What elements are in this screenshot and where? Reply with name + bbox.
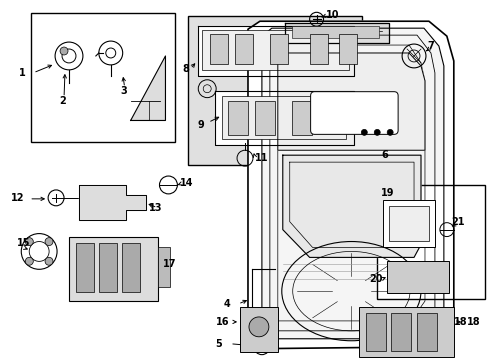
- Bar: [390, 313, 410, 351]
- Bar: [188, 16, 362, 165]
- Circle shape: [386, 129, 392, 135]
- Bar: [202, 30, 349, 70]
- Bar: [235, 34, 252, 64]
- Polygon shape: [277, 53, 424, 150]
- Text: 11: 11: [254, 153, 268, 163]
- Bar: [339, 34, 357, 64]
- Circle shape: [373, 129, 380, 135]
- Bar: [359, 66, 413, 145]
- Text: 16: 16: [216, 317, 229, 327]
- Bar: [254, 100, 274, 135]
- Text: 18: 18: [456, 317, 479, 327]
- Text: 10: 10: [325, 10, 338, 20]
- Polygon shape: [79, 185, 145, 220]
- Bar: [31, 13, 175, 142]
- Circle shape: [25, 257, 33, 265]
- Circle shape: [45, 257, 53, 265]
- Bar: [122, 243, 139, 292]
- Text: 21: 21: [450, 217, 464, 227]
- Circle shape: [60, 47, 68, 55]
- Polygon shape: [198, 26, 354, 76]
- Text: 18: 18: [453, 317, 467, 327]
- Text: 17: 17: [162, 259, 176, 269]
- Text: 7: 7: [426, 41, 433, 51]
- Bar: [158, 247, 170, 287]
- Text: 20: 20: [368, 274, 382, 284]
- Bar: [383, 200, 434, 247]
- Bar: [69, 237, 158, 301]
- Bar: [291, 26, 379, 38]
- Circle shape: [361, 129, 366, 135]
- Text: 5: 5: [215, 339, 222, 349]
- Circle shape: [25, 238, 33, 246]
- Bar: [210, 34, 227, 64]
- Circle shape: [248, 317, 268, 337]
- Text: 15: 15: [17, 238, 31, 248]
- Polygon shape: [284, 23, 388, 43]
- Bar: [359, 307, 453, 357]
- Bar: [376, 185, 484, 299]
- Text: 4: 4: [224, 299, 230, 309]
- Text: 3: 3: [121, 86, 127, 96]
- Bar: [227, 100, 247, 135]
- Text: 19: 19: [381, 188, 394, 198]
- Text: 8: 8: [182, 64, 189, 74]
- Circle shape: [45, 238, 53, 246]
- Polygon shape: [130, 56, 165, 121]
- Polygon shape: [247, 21, 453, 349]
- Text: 6: 6: [381, 150, 387, 160]
- Bar: [388, 206, 428, 240]
- Bar: [309, 34, 327, 64]
- Bar: [386, 261, 448, 293]
- Text: 1: 1: [19, 68, 26, 78]
- Bar: [366, 313, 386, 351]
- Bar: [222, 96, 346, 139]
- Bar: [76, 243, 94, 292]
- FancyBboxPatch shape: [310, 92, 397, 134]
- Bar: [99, 243, 117, 292]
- Text: 2: 2: [59, 96, 66, 105]
- Bar: [269, 34, 287, 64]
- Bar: [416, 313, 436, 351]
- Polygon shape: [262, 28, 443, 339]
- Polygon shape: [282, 155, 420, 257]
- Polygon shape: [215, 91, 354, 145]
- Text: 13: 13: [148, 203, 162, 213]
- Bar: [291, 100, 311, 135]
- Text: 14: 14: [180, 178, 193, 188]
- Bar: [240, 307, 277, 352]
- Text: 9: 9: [197, 121, 203, 130]
- Text: 12: 12: [11, 193, 25, 203]
